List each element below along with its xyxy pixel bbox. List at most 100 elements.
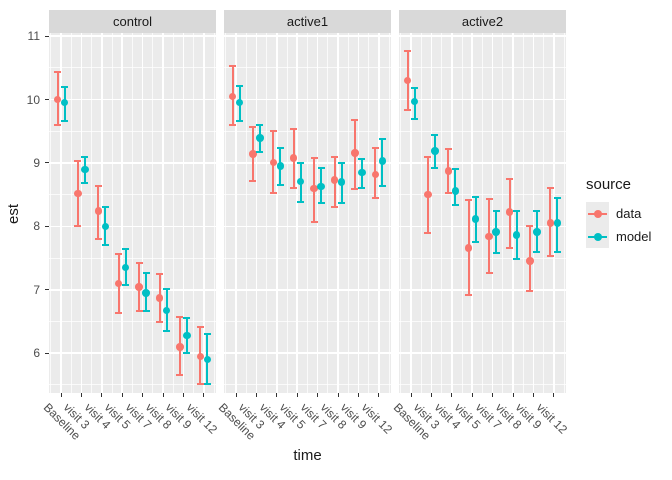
- legend-title: source: [586, 176, 632, 193]
- pointrange-data-active1-visit-9-cap-bottom: [351, 187, 359, 190]
- pointrange-data-active2-visit-7-cap-bottom: [485, 271, 493, 274]
- pointrange-model-active2-visit-7-point: [492, 228, 500, 236]
- pointrange-data-active1-visit-5-point: [289, 154, 298, 162]
- gridline-minor-v: [70, 33, 72, 393]
- pointrange-data-active1-visit-3-cap-bottom: [249, 179, 257, 182]
- gridline-minor-v: [245, 33, 247, 393]
- pointrange-data-active2-visit-3-cap-top: [424, 156, 432, 159]
- pointrange-model-active1-visit-9-cap-bottom: [358, 186, 366, 189]
- pointrange-model-active2-visit-5-cap-top: [472, 196, 480, 199]
- pointrange-model-control-baseline-cap-top: [61, 85, 68, 88]
- pointrange-model-control-visit-12-point: [203, 355, 212, 364]
- gridline-minor-v: [111, 33, 113, 393]
- pointrange-data-control-visit-3-point: [74, 189, 82, 198]
- gridline-major-v: [471, 33, 474, 393]
- pointrange-data-active1-visit-12-cap-bottom: [371, 197, 379, 200]
- pointrange-data-control-visit-12-cap-bottom: [196, 382, 204, 385]
- gridline-minor-v: [522, 33, 524, 393]
- pointrange-model-active1-visit-4-cap-bottom: [276, 183, 284, 186]
- gridline-minor-v: [286, 33, 288, 393]
- pointrange-model-control-visit-12-cap-bottom: [203, 383, 211, 386]
- panel-control: [49, 33, 216, 393]
- gridline-major-v: [430, 33, 433, 393]
- pointrange-data-control-visit-9-point: [176, 343, 184, 351]
- gridline-minor-v: [543, 33, 545, 393]
- pointrange-model-control-visit-9-cap-bottom: [183, 351, 191, 354]
- y-tick-mark: [45, 35, 49, 37]
- gridline-minor-v: [266, 33, 268, 393]
- pointrange-data-active2-baseline-cap-top: [404, 50, 411, 53]
- gridline-major-v: [141, 33, 144, 393]
- gridline-major-v: [255, 33, 258, 393]
- gridline-minor-v: [193, 33, 195, 393]
- pointrange-data-active1-baseline-cap-bottom: [229, 123, 236, 126]
- gridline-major-v: [512, 33, 514, 393]
- pointrange-model-active1-visit-5-cap-top: [297, 161, 305, 164]
- pointrange-data-active2-visit-7-cap-top: [485, 198, 493, 201]
- pointrange-model-control-visit-7-point: [142, 289, 150, 297]
- x-tick-mark: [553, 393, 555, 397]
- x-tick-mark: [532, 393, 534, 397]
- gridline-minor-v: [131, 33, 133, 393]
- pointrange-model-active1-visit-3-cap-top: [256, 123, 264, 126]
- pointrange-data-control-baseline-cap-bottom: [54, 123, 61, 126]
- pointrange-data-active2-visit-5-cap-top: [465, 198, 473, 201]
- pointrange-model-active2-visit-8-cap-top: [513, 210, 521, 213]
- pointrange-data-active2-visit-9-point: [526, 257, 534, 265]
- pointrange-data-active1-visit-7-cap-bottom: [310, 220, 318, 223]
- gridline-minor-v: [152, 33, 154, 393]
- y-tick-mark: [45, 289, 49, 291]
- pointrange-model-active1-visit-4-point: [276, 162, 285, 170]
- legend-label-model: model: [616, 229, 652, 244]
- pointrange-model-active1-visit-8-point: [337, 178, 346, 186]
- pointrange-data-active1-visit-7-point: [310, 184, 318, 193]
- x-tick-mark: [357, 393, 359, 397]
- pointrange-model-active2-baseline-cap-bottom: [411, 117, 418, 120]
- gridline-major-v: [357, 33, 360, 393]
- pointrange-data-control-baseline-cap-top: [54, 70, 61, 73]
- x-tick-mark: [451, 393, 453, 397]
- pointrange-model-active2-visit-9-cap-top: [533, 209, 541, 212]
- pointrange-data-active2-visit-12-cap-bottom: [546, 254, 554, 257]
- facet-strip-active2: active2: [399, 10, 566, 33]
- x-tick-mark: [492, 393, 494, 397]
- y-tick-label-8: 8: [33, 219, 40, 234]
- legend-key-point-model: [593, 232, 602, 241]
- pointrange-data-control-visit-8-point: [155, 294, 164, 302]
- pointrange-data-control-visit-5-cap-top: [115, 252, 123, 255]
- x-tick-mark: [60, 393, 62, 397]
- pointrange-data-active2-visit-4-cap-top: [444, 148, 452, 151]
- gridline-major-v: [60, 33, 62, 393]
- gridline-major-v: [162, 33, 164, 393]
- pointrange-model-control-visit-8-cap-bottom: [163, 329, 171, 332]
- legend: source data model: [586, 176, 651, 248]
- pointrange-model-control-baseline-cap-bottom: [61, 120, 68, 123]
- legend-label-data: data: [616, 206, 642, 221]
- pointrange-model-control-visit-4-cap-top: [101, 206, 109, 209]
- pointrange-model-active2-visit-3-cap-top: [431, 134, 439, 137]
- x-tick-mark: [512, 393, 514, 397]
- pointrange-model-control-visit-9-cap-top: [183, 316, 191, 319]
- pointrange-data-active2-visit-12-cap-top: [546, 187, 554, 190]
- pointrange-model-active1-visit-12-cap-bottom: [378, 184, 386, 187]
- pointrange-data-control-visit-4-point: [94, 207, 103, 215]
- pointrange-model-active1-visit-5-cap-bottom: [297, 200, 305, 203]
- pointrange-data-control-visit-7-point: [135, 283, 143, 291]
- pointrange-model-active1-visit-5-point: [296, 177, 305, 186]
- pointrange-model-active1-baseline-cap-top: [236, 85, 243, 88]
- pointrange-data-active1-visit-8-cap-top: [331, 155, 339, 158]
- pointrange-data-active1-visit-8-cap-bottom: [331, 205, 339, 208]
- pointrange-data-active2-visit-8-cap-bottom: [506, 246, 514, 249]
- gridline-major-v: [491, 33, 494, 393]
- gridline-minor-v: [368, 33, 370, 393]
- panel-active1: [224, 33, 391, 393]
- pointrange-data-active2-visit-5-point: [464, 244, 473, 252]
- gridline-minor-v: [400, 33, 402, 393]
- pointrange-data-control-visit-3-cap-bottom: [74, 225, 82, 228]
- y-tick-mark: [45, 225, 49, 227]
- pointrange-model-active2-visit-4-cap-top: [451, 168, 459, 171]
- pointrange-model-active1-baseline-cap-bottom: [236, 120, 243, 123]
- pointrange-model-active1-visit-9-cap-top: [358, 157, 366, 160]
- pointrange-data-active1-visit-3-cap-top: [249, 126, 257, 129]
- gridline-minor-v: [563, 33, 565, 393]
